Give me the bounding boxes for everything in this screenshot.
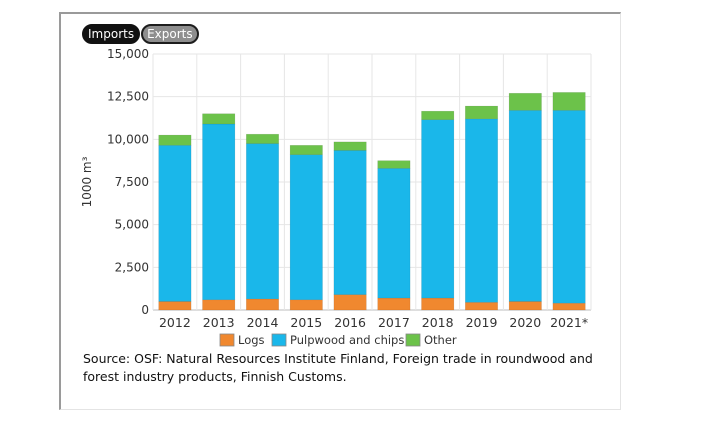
bar-segment-other [333, 141, 367, 151]
source-note: Source: OSF: Natural Resources Institute… [83, 351, 593, 384]
x-tick-label: 2015 [290, 315, 322, 330]
y-tick-label: 5,000 [115, 218, 149, 232]
bar-segment-logs [202, 299, 236, 311]
bar-segment-logs [289, 299, 323, 311]
bar-segment-logs [377, 297, 411, 311]
bar-segment-logs [464, 302, 499, 311]
bar-segment-other [289, 145, 323, 155]
x-tick-label: 2012 [159, 315, 191, 330]
bar-segment-other [202, 113, 236, 125]
x-tick-label: 2018 [422, 315, 454, 330]
bar-segment-pulpwood-and-chips [421, 119, 455, 299]
bar-segment-logs [245, 298, 280, 311]
bar-segment-pulpwood-and-chips [552, 110, 586, 304]
bar-segment-pulpwood-and-chips [464, 118, 499, 303]
bar-segment-other [464, 105, 499, 120]
bar-segment-pulpwood-and-chips [508, 110, 542, 302]
x-tick-label: 2017 [378, 315, 410, 330]
bar-segment-pulpwood-and-chips [245, 143, 280, 300]
bar-segment-logs [333, 294, 367, 311]
y-tick-label: 15,000 [107, 47, 149, 61]
bar-segment-pulpwood-and-chips [377, 168, 411, 299]
x-tick-label: 2021* [550, 315, 588, 330]
y-tick-label: 0 [141, 303, 149, 317]
bar-segment-logs [508, 301, 542, 311]
bar-segment-pulpwood-and-chips [158, 145, 192, 302]
y-axis-label: 1000 m³ [80, 156, 94, 207]
legend-label: Other [424, 333, 457, 347]
y-tick-label: 10,000 [107, 132, 149, 146]
bar-segment-pulpwood-and-chips [333, 150, 367, 295]
tab-imports[interactable]: Imports [82, 24, 141, 44]
bar-segment-other [552, 92, 586, 111]
legend-label: Logs [238, 333, 265, 347]
x-tick-label: 2019 [466, 315, 498, 330]
x-tick-label: 2020 [509, 315, 541, 330]
x-tick-label: 2014 [247, 315, 279, 330]
tab-exports[interactable]: Exports [141, 24, 199, 44]
dataset-tabs: Imports Exports [82, 24, 199, 44]
bar-segment-logs [158, 301, 192, 311]
x-tick-label: 2016 [334, 315, 366, 330]
legend-label: Pulpwood and chips [290, 333, 404, 347]
bar-segment-other [245, 133, 280, 144]
x-tick-label: 2013 [203, 315, 235, 330]
bar-segment-logs [421, 297, 455, 311]
legend-swatch [405, 333, 421, 347]
bar-segment-other [508, 92, 542, 111]
legend-swatch [219, 333, 235, 347]
y-tick-label: 12,500 [107, 90, 149, 104]
bar-segment-pulpwood-and-chips [289, 154, 323, 301]
bar-segment-other [158, 134, 192, 146]
bar-segment-pulpwood-and-chips [202, 123, 236, 301]
legend-swatch [271, 333, 287, 347]
y-tick-label: 7,500 [115, 175, 149, 189]
bar-segment-other [377, 160, 411, 169]
y-tick-label: 2,500 [115, 260, 149, 274]
bar-segment-other [421, 110, 455, 121]
bar-segment-logs [552, 302, 586, 311]
